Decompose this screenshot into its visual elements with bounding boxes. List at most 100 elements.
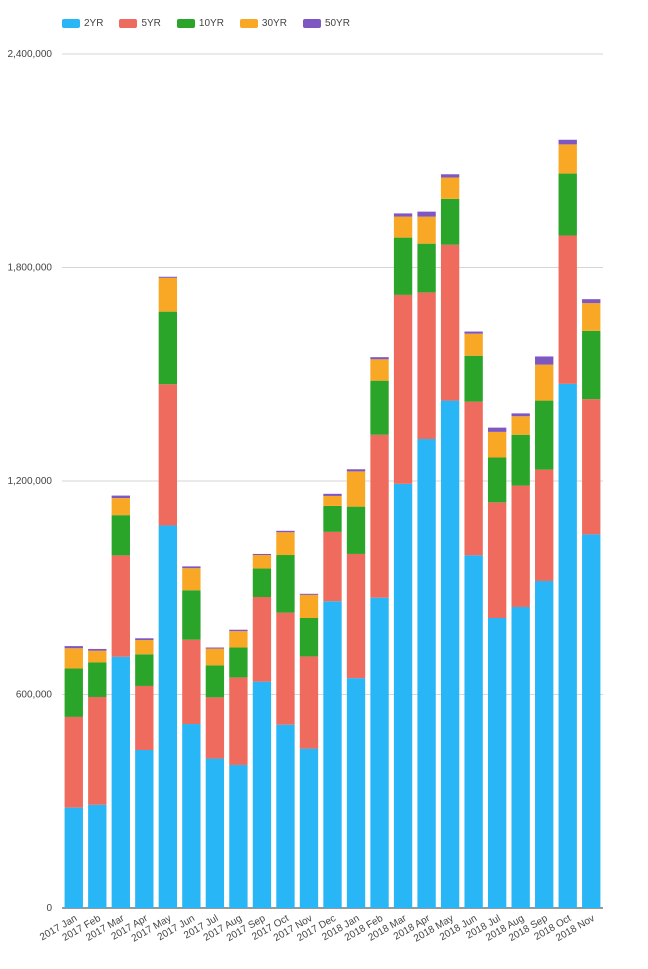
bar-50yr-9[interactable] [276, 530, 295, 533]
bar-50yr-22[interactable] [582, 299, 601, 304]
bar-10yr-1[interactable] [88, 662, 107, 697]
bar-50yr-15[interactable] [417, 211, 436, 217]
bar-30yr-0[interactable] [64, 648, 83, 669]
bar-5yr-12[interactable] [346, 553, 366, 679]
bar-5yr-8[interactable] [252, 597, 272, 682]
bar-5yr-6[interactable] [205, 697, 225, 759]
bar-2yr-13[interactable] [370, 597, 389, 908]
bar-5yr-2[interactable] [111, 555, 130, 657]
bar-10yr-11[interactable] [323, 505, 342, 532]
bar-10yr-6[interactable] [205, 665, 225, 698]
bar-50yr-1[interactable] [88, 648, 107, 651]
bar-50yr-20[interactable] [535, 356, 554, 365]
bar-50yr-0[interactable] [64, 646, 83, 649]
bar-5yr-18[interactable] [487, 502, 507, 618]
bar-50yr-12[interactable] [346, 469, 366, 472]
bar-50yr-2[interactable] [111, 495, 130, 499]
bar-30yr-16[interactable] [440, 177, 460, 199]
bar-30yr-2[interactable] [111, 498, 130, 516]
bar-5yr-11[interactable] [323, 531, 342, 602]
bar-10yr-18[interactable] [487, 457, 507, 503]
bar-10yr-10[interactable] [299, 617, 319, 657]
bar-30yr-4[interactable] [158, 277, 178, 312]
bar-5yr-17[interactable] [464, 401, 483, 556]
bar-50yr-10[interactable] [299, 593, 319, 595]
bar-50yr-3[interactable] [135, 638, 154, 641]
bar-30yr-8[interactable] [252, 555, 272, 569]
bar-30yr-20[interactable] [535, 364, 554, 401]
legend-item-30yr[interactable]: 30YR [239, 18, 287, 29]
bar-10yr-9[interactable] [276, 555, 295, 613]
bar-2yr-15[interactable] [417, 439, 436, 908]
bar-5yr-15[interactable] [417, 292, 436, 440]
legend-item-5yr[interactable]: 5YR [119, 18, 161, 29]
bar-10yr-15[interactable] [417, 243, 436, 293]
bar-30yr-6[interactable] [205, 648, 225, 666]
bar-2yr-1[interactable] [88, 804, 107, 908]
bar-30yr-18[interactable] [487, 431, 507, 458]
bar-5yr-1[interactable] [88, 696, 107, 805]
bar-2yr-22[interactable] [582, 534, 601, 908]
bar-50yr-11[interactable] [323, 493, 342, 496]
bar-2yr-0[interactable] [64, 807, 83, 908]
bar-30yr-17[interactable] [464, 333, 483, 356]
bar-2yr-12[interactable] [346, 678, 366, 908]
bar-5yr-4[interactable] [158, 384, 178, 526]
bar-10yr-5[interactable] [182, 590, 201, 640]
bar-50yr-6[interactable] [205, 647, 225, 649]
bar-5yr-10[interactable] [299, 656, 319, 749]
bar-50yr-21[interactable] [558, 139, 577, 145]
bar-5yr-21[interactable] [558, 235, 577, 384]
bar-2yr-19[interactable] [511, 606, 530, 908]
bar-10yr-4[interactable] [158, 311, 178, 385]
bar-10yr-13[interactable] [370, 380, 389, 435]
bar-5yr-9[interactable] [276, 612, 295, 725]
bar-2yr-18[interactable] [487, 617, 507, 908]
legend-item-10yr[interactable]: 10YR [176, 18, 224, 29]
bar-30yr-14[interactable] [393, 216, 413, 238]
bar-2yr-2[interactable] [111, 656, 130, 908]
bar-50yr-19[interactable] [511, 413, 530, 417]
bar-2yr-10[interactable] [299, 748, 319, 908]
bar-50yr-7[interactable] [229, 629, 248, 632]
bar-10yr-17[interactable] [464, 355, 483, 402]
bar-2yr-6[interactable] [205, 758, 225, 908]
bar-10yr-2[interactable] [111, 515, 130, 556]
bar-10yr-12[interactable] [346, 506, 366, 554]
bar-2yr-14[interactable] [393, 483, 413, 908]
bar-30yr-5[interactable] [182, 568, 201, 591]
bar-10yr-8[interactable] [252, 568, 272, 598]
bar-30yr-19[interactable] [511, 416, 530, 435]
bar-30yr-1[interactable] [88, 650, 107, 663]
bar-2yr-8[interactable] [252, 681, 272, 908]
bar-2yr-9[interactable] [276, 724, 295, 908]
bar-5yr-19[interactable] [511, 485, 530, 607]
bar-2yr-20[interactable] [535, 580, 554, 908]
bar-2yr-5[interactable] [182, 724, 201, 908]
bar-5yr-22[interactable] [582, 399, 601, 535]
bar-10yr-19[interactable] [511, 434, 530, 486]
bar-30yr-7[interactable] [229, 631, 248, 648]
bar-50yr-14[interactable] [393, 213, 413, 217]
bar-30yr-9[interactable] [276, 532, 295, 556]
bar-5yr-0[interactable] [64, 716, 83, 808]
bar-2yr-3[interactable] [135, 750, 154, 908]
bar-10yr-21[interactable] [558, 173, 577, 236]
bar-50yr-5[interactable] [182, 566, 201, 569]
bar-30yr-11[interactable] [323, 495, 342, 506]
bar-10yr-22[interactable] [582, 330, 601, 400]
bar-50yr-18[interactable] [487, 427, 507, 432]
bar-2yr-21[interactable] [558, 383, 577, 908]
bar-5yr-13[interactable] [370, 434, 389, 598]
bar-10yr-14[interactable] [393, 237, 413, 295]
bar-50yr-4[interactable] [158, 276, 178, 278]
bar-10yr-0[interactable] [64, 668, 83, 717]
bar-5yr-20[interactable] [535, 469, 554, 581]
bar-5yr-14[interactable] [393, 294, 413, 484]
bar-10yr-7[interactable] [229, 647, 248, 678]
bar-2yr-16[interactable] [440, 400, 460, 908]
bar-2yr-7[interactable] [229, 764, 248, 908]
bar-2yr-11[interactable] [323, 601, 342, 908]
bar-5yr-7[interactable] [229, 677, 248, 765]
bar-10yr-20[interactable] [535, 400, 554, 470]
